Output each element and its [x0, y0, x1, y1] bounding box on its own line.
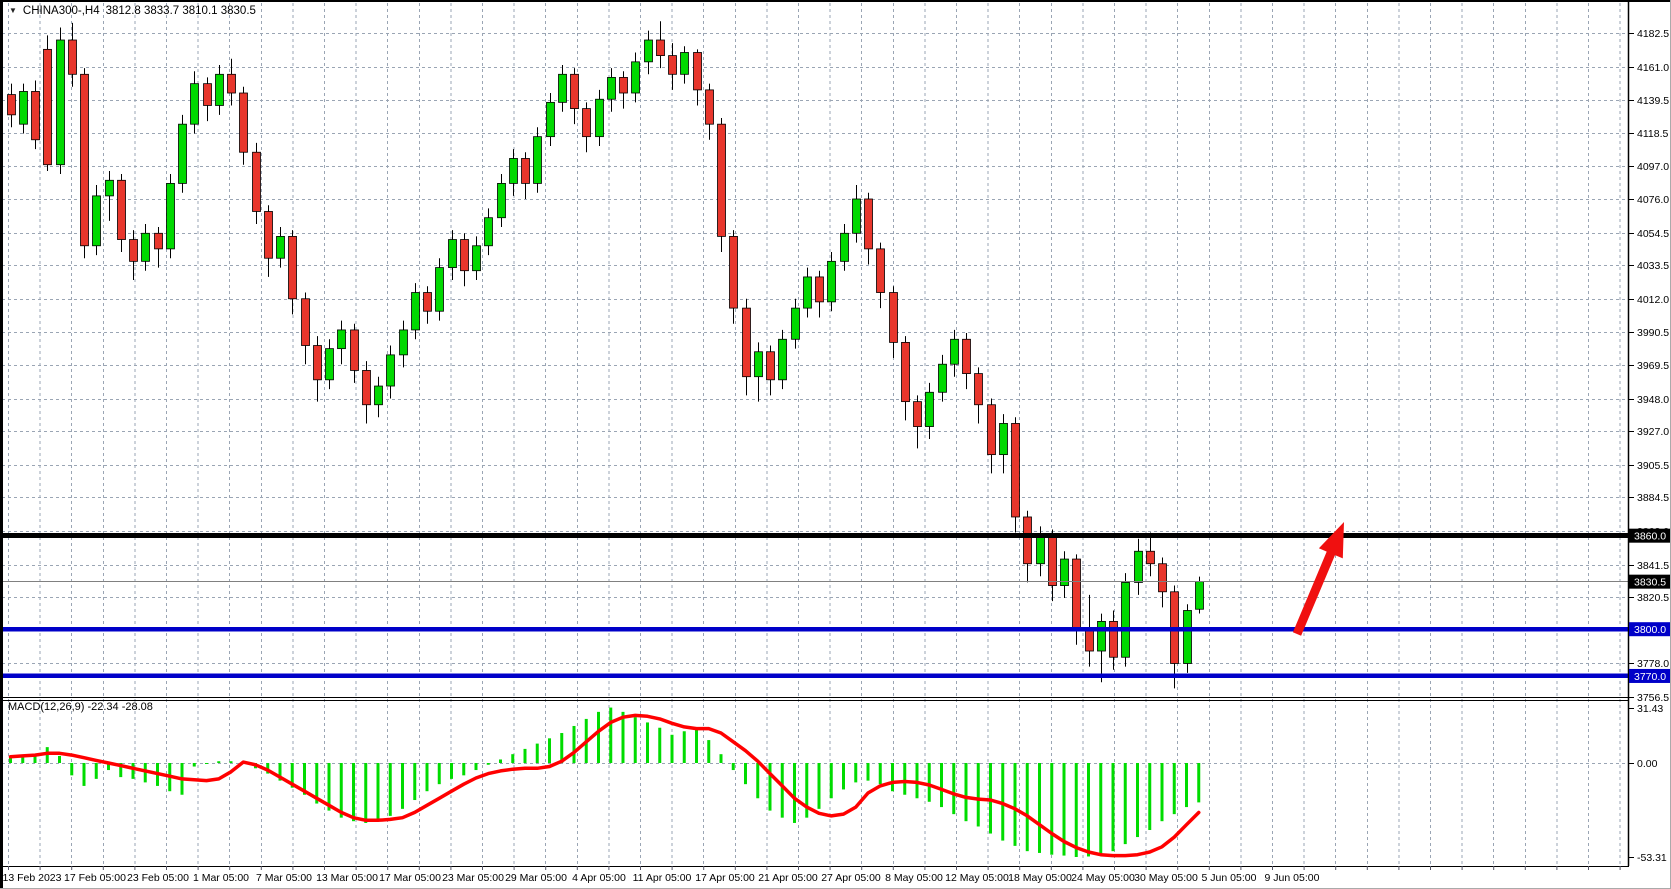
svg-text:17 Apr 05:00: 17 Apr 05:00: [695, 872, 755, 884]
svg-text:3905.5: 3905.5: [1637, 460, 1669, 472]
macd-layer: [8, 707, 1201, 858]
svg-text:4 Apr 05:00: 4 Apr 05:00: [572, 872, 626, 884]
svg-text:30 May 05:00: 30 May 05:00: [1134, 872, 1198, 884]
svg-text:4033.5: 4033.5: [1637, 260, 1669, 272]
svg-text:23 Feb 05:00: 23 Feb 05:00: [127, 872, 189, 884]
svg-text:27 Apr 05:00: 27 Apr 05:00: [821, 872, 881, 884]
macd-indicator-label: MACD(12,26,9) -22.34 -28.08: [8, 701, 153, 713]
svg-text:17 Feb 05:00: 17 Feb 05:00: [64, 872, 126, 884]
svg-text:7 Mar 05:00: 7 Mar 05:00: [256, 872, 312, 884]
svg-text:21 Apr 05:00: 21 Apr 05:00: [758, 872, 818, 884]
svg-text:0.00: 0.00: [1637, 758, 1658, 770]
svg-text:-53.31: -53.31: [1637, 852, 1667, 864]
svg-text:3770.0: 3770.0: [1634, 671, 1666, 683]
symbol-dropdown-icon[interactable]: ▼: [9, 6, 17, 15]
svg-text:4182.5: 4182.5: [1637, 28, 1669, 40]
svg-text:18 May 05:00: 18 May 05:00: [1008, 872, 1072, 884]
svg-text:4118.5: 4118.5: [1637, 128, 1668, 140]
svg-text:3948.0: 3948.0: [1637, 394, 1669, 406]
time-axis: 13 Feb 2023 17 Feb 05:00 23 Feb 05:00 1 Mar…: [3, 866, 1621, 884]
svg-text:8 May 05:00: 8 May 05:00: [885, 872, 943, 884]
svg-text:3800.0: 3800.0: [1634, 624, 1666, 636]
svg-text:4076.0: 4076.0: [1637, 194, 1669, 206]
svg-text:9 Jun 05:00: 9 Jun 05:00: [1265, 872, 1320, 884]
panel-borders: [0, 697, 1671, 867]
svg-text:3990.5: 3990.5: [1637, 327, 1669, 339]
ohlc-values: 3812.8 3833.7 3810.1 3830.5: [105, 5, 256, 17]
svg-text:4161.0: 4161.0: [1637, 62, 1669, 74]
svg-text:3927.0: 3927.0: [1637, 426, 1669, 438]
svg-text:1 Mar 05:00: 1 Mar 05:00: [193, 872, 249, 884]
svg-text:24 May 05:00: 24 May 05:00: [1071, 872, 1135, 884]
svg-text:17 Mar 05:00: 17 Mar 05:00: [379, 872, 441, 884]
svg-text:3820.5: 3820.5: [1637, 592, 1669, 604]
svg-text:13 Feb 2023: 13 Feb 2023: [3, 872, 62, 884]
price-badges: 3860.0 3830.5 3800.0 3770.0: [1629, 528, 1670, 683]
svg-text:12 May 05:00: 12 May 05:00: [945, 872, 1009, 884]
svg-text:4097.0: 4097.0: [1637, 161, 1669, 173]
svg-text:29 Mar 05:00: 29 Mar 05:00: [505, 872, 567, 884]
horizontal-lines: [2, 533, 1628, 679]
chart-info-line: ▼ CHINA300-,H4 3812.8 3833.7 3810.1 3830.5: [9, 5, 256, 17]
candles-layer: [7, 21, 1204, 689]
svg-text:31.43: 31.43: [1637, 703, 1663, 715]
svg-text:3969.5: 3969.5: [1637, 360, 1669, 372]
svg-text:11 Apr 05:00: 11 Apr 05:00: [633, 872, 692, 884]
svg-text:3778.0: 3778.0: [1637, 658, 1669, 670]
svg-text:3756.5: 3756.5: [1637, 692, 1669, 704]
svg-text:3860.0: 3860.0: [1634, 531, 1666, 543]
svg-text:3884.5: 3884.5: [1637, 492, 1669, 504]
price-axis: 4182.5 4161.0 4139.5 4118.5 4097.0 4076.0 4054…: [1629, 28, 1669, 864]
svg-text:23 Mar 05:00: 23 Mar 05:00: [442, 872, 504, 884]
up-arrow-annotation: [1292, 522, 1344, 636]
symbol-period-label: CHINA300-,H4: [22, 5, 100, 17]
svg-text:4012.0: 4012.0: [1637, 294, 1669, 306]
svg-text:3830.5: 3830.5: [1634, 577, 1666, 589]
svg-text:4139.5: 4139.5: [1637, 95, 1669, 107]
gridlines: [2, 3, 1628, 866]
svg-text:3841.5: 3841.5: [1637, 560, 1669, 572]
svg-text:5 Jun 05:00: 5 Jun 05:00: [1202, 872, 1257, 884]
svg-text:13 Mar 05:00: 13 Mar 05:00: [316, 872, 378, 884]
svg-text:4054.5: 4054.5: [1637, 228, 1669, 240]
